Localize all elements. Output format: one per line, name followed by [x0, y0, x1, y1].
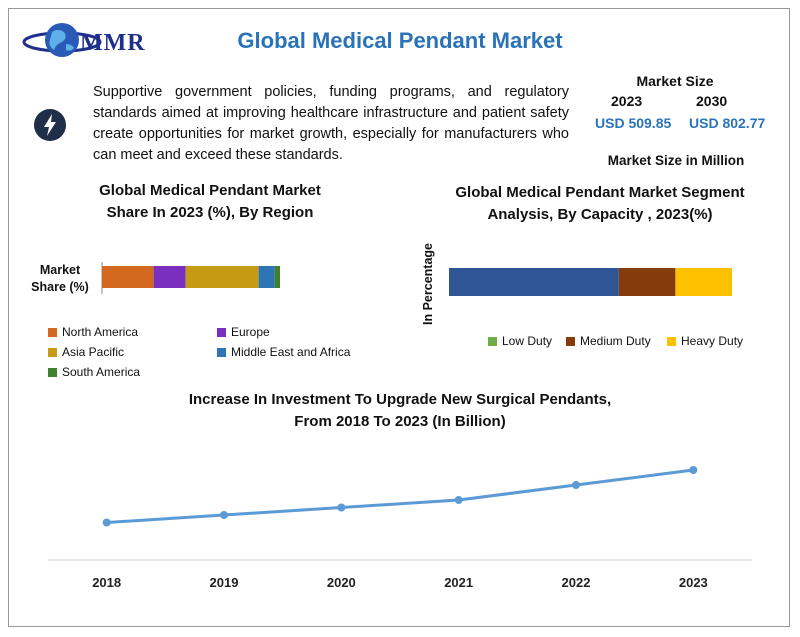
data-point-2022 — [572, 481, 580, 489]
legend-north-america: North America — [48, 325, 138, 339]
region-share-chart — [101, 262, 280, 294]
legend-swatch — [48, 347, 57, 357]
legend-label: Heavy Duty — [681, 334, 744, 348]
capacity-chart-title-line1: Global Medical Pendant Market Segment — [455, 184, 745, 201]
x-tick-label-2021: 2021 — [444, 575, 473, 590]
region-chart-ylabel-line1: Market — [39, 263, 81, 277]
x-tick-label-2019: 2019 — [210, 575, 239, 590]
legend-europe: Europe — [217, 325, 270, 339]
region-chart-ylabel-line2: Share (%) — [31, 280, 89, 294]
market-size-footer: Market Size in Million — [607, 153, 745, 168]
legend-label: Asia Pacific — [62, 345, 125, 359]
market-size-year-2023: 2023 — [611, 93, 643, 109]
capacity-chart-title: Global Medical Pendant Market Segment An… — [425, 182, 775, 226]
region-chart-title-line2: Share In 2023 (%), By Region — [106, 204, 314, 221]
legend-medium-duty: Medium Duty — [566, 334, 651, 348]
legend-low-duty: Low Duty — [488, 334, 552, 348]
legend-swatch — [667, 336, 676, 346]
market-size-heading: Market Size — [636, 73, 714, 89]
legend-label: South America — [62, 365, 141, 379]
capacity-bar-segment-heavy-duty — [675, 268, 732, 296]
legend-label: Middle East and Africa — [231, 345, 351, 359]
x-tick-label-2022: 2022 — [562, 575, 591, 590]
capacity-bar-segment-medium-duty — [618, 268, 676, 296]
mmr-logo — [22, 18, 162, 68]
capacity-ylabel-wrap: In Percentage — [421, 243, 435, 325]
region-bar-segment-south-america — [274, 266, 280, 288]
capacity-bar-segment-low-duty — [449, 268, 619, 296]
market-size-year-2030: 2030 — [696, 93, 728, 109]
legend-asia-pacific: Asia Pacific — [48, 345, 124, 359]
data-point-2019 — [220, 511, 228, 519]
region-bar-segment-north-america — [102, 266, 154, 288]
data-point-2023 — [689, 466, 698, 474]
region-bar-segment-europe — [153, 266, 186, 288]
legend-swatch — [217, 327, 226, 337]
data-point-2018 — [102, 518, 111, 527]
region-chart-title-line1: Global Medical Pendant Market — [99, 182, 321, 199]
legend-swatch — [48, 367, 57, 377]
market-size-value-2030: USD 802.77 — [689, 115, 766, 131]
region-chart-ylabel: Market Share (%) — [26, 262, 94, 296]
market-size-value-2023: USD 509.85 — [595, 115, 672, 131]
legend-label: Medium Duty — [580, 334, 651, 348]
legend-swatch — [217, 347, 226, 357]
capacity-chart-ylabel: In Percentage — [421, 243, 435, 325]
region-bar-segment-asia-pacific — [185, 266, 259, 288]
legend-middle-east-africa: Middle East and Africa — [217, 345, 350, 359]
investment-series-line — [106, 468, 694, 524]
region-chart-title: Global Medical Pendant Market Share In 2… — [40, 180, 380, 224]
x-tick-label-2018: 2018 — [92, 575, 121, 590]
legend-heavy-duty: Heavy Duty — [667, 334, 743, 348]
logo-text: MMR — [80, 30, 146, 56]
x-tick-label-2023: 2023 — [679, 575, 708, 590]
investment-chart-title-line2: From 2018 To 2023 (In Billion) — [294, 413, 506, 430]
lightning-bolt-icon — [34, 109, 66, 141]
infographic-frame — [8, 8, 790, 627]
intro-text: Supportive government policies, funding … — [93, 84, 569, 163]
investment-chart-title: Increase In Investment To Upgrade New Su… — [0, 389, 800, 433]
legend-south-america: South America — [48, 365, 140, 379]
investment-line-chart: 2018 2019 2020 2021 2022 2023 — [48, 466, 752, 590]
data-point-2021 — [454, 496, 463, 504]
legend-swatch — [566, 336, 575, 346]
x-tick-label-2020: 2020 — [327, 575, 356, 590]
data-point-2020 — [337, 503, 346, 512]
legend-swatch — [488, 336, 497, 346]
capacity-chart — [449, 268, 732, 296]
legend-label: Europe — [231, 325, 270, 339]
investment-chart-title-line1: Increase In Investment To Upgrade New Su… — [188, 391, 612, 408]
region-bar-segment-middle-east-and-africa — [258, 266, 275, 288]
globe-icon — [22, 23, 102, 57]
page-title: Global Medical Pendant Market — [237, 28, 563, 53]
capacity-chart-title-line2: Analysis, By Capacity , 2023(%) — [487, 206, 713, 223]
legend-swatch — [48, 327, 57, 337]
legend-label: Low Duty — [502, 334, 553, 348]
legend-label: North America — [62, 325, 139, 339]
